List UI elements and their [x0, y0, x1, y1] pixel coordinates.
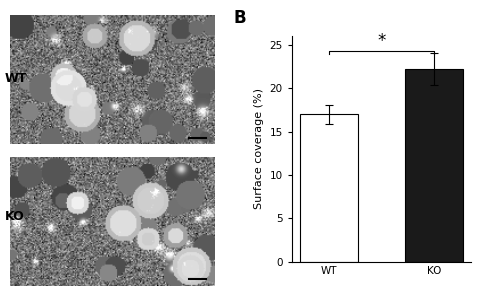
Text: WT: WT	[5, 72, 27, 85]
Text: B: B	[233, 9, 246, 27]
Text: KO: KO	[5, 210, 25, 223]
Bar	[405, 69, 463, 262]
Bar	[300, 114, 358, 262]
Y-axis label: Surface coverage (%): Surface coverage (%)	[254, 88, 264, 209]
Text: *: *	[377, 33, 386, 51]
